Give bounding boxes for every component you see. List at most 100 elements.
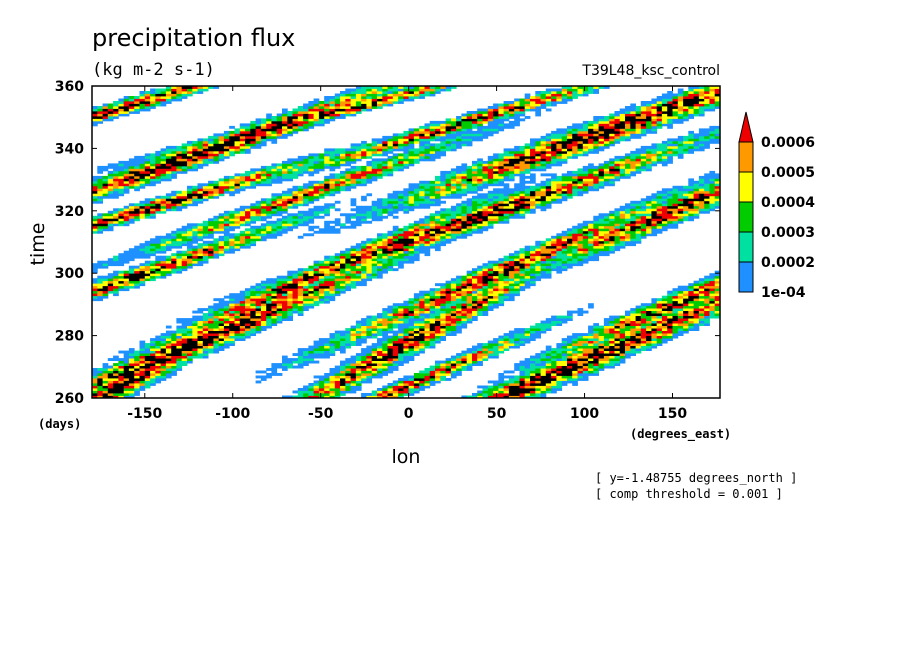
- heatmap-cell: [239, 290, 246, 294]
- heatmap-cell: [683, 315, 689, 319]
- heatmap-cell: [266, 203, 272, 207]
- heatmap-cell: [514, 390, 520, 394]
- heatmap-cell: [387, 355, 394, 359]
- heatmap-cell: [472, 293, 478, 297]
- heatmap-cell: [155, 345, 161, 349]
- heatmap-cell: [514, 335, 520, 339]
- heatmap-cell: [408, 338, 415, 341]
- heatmap-cell: [197, 238, 204, 242]
- heatmap-cell: [355, 360, 362, 364]
- heatmap-cell: [107, 213, 114, 217]
- heatmap-cell: [160, 268, 167, 272]
- heatmap-cell: [150, 253, 156, 257]
- heatmap-cell: [355, 245, 362, 249]
- heatmap-cell: [97, 200, 103, 204]
- heatmap-cell: [450, 290, 457, 294]
- heatmap-cell: [282, 285, 288, 289]
- heatmap-cell: [619, 238, 626, 242]
- heatmap-cell: [461, 360, 468, 364]
- heatmap-cell: [456, 233, 462, 237]
- heatmap-cell: [408, 238, 415, 242]
- heatmap-cell: [493, 265, 499, 269]
- heatmap-cell: [123, 358, 130, 361]
- heatmap-cell: [482, 308, 489, 311]
- heatmap-cell: [139, 353, 146, 356]
- heatmap-cell: [540, 193, 547, 197]
- heatmap-cell: [450, 283, 457, 287]
- heatmap-cell: [577, 308, 584, 311]
- heatmap-cell: [698, 305, 705, 309]
- heatmap-cell: [282, 275, 288, 279]
- heatmap-cell: [350, 203, 357, 207]
- heatmap-cell: [218, 305, 225, 309]
- heatmap-cell: [181, 190, 188, 194]
- heatmap-cell: [234, 313, 241, 316]
- heatmap-cell: [408, 333, 415, 336]
- heatmap-cell: [313, 285, 320, 289]
- heatmap-cell: [134, 253, 140, 257]
- heatmap-cell: [440, 373, 446, 376]
- heatmap-cell: [181, 355, 188, 359]
- heatmap-cell: [540, 328, 547, 331]
- heatmap-cell: [656, 223, 663, 227]
- heatmap-cell: [250, 230, 256, 234]
- heatmap-cell: [334, 280, 341, 284]
- heatmap-cell: [577, 353, 584, 356]
- heatmap-cell: [646, 320, 652, 324]
- heatmap-cell: [540, 270, 547, 274]
- heatmap-cell: [160, 345, 167, 349]
- heatmap-cell: [160, 353, 167, 356]
- heatmap-cell: [429, 200, 436, 204]
- heatmap-cell: [371, 358, 378, 361]
- heatmap-cell: [466, 213, 473, 217]
- heatmap-cell: [698, 318, 705, 321]
- heatmap-cell: [472, 305, 478, 309]
- heatmap-cell: [345, 340, 351, 344]
- heatmap-cell: [429, 300, 436, 304]
- heatmap-cell: [493, 395, 499, 399]
- heatmap-cell: [577, 345, 584, 349]
- heatmap-cell: [698, 208, 705, 212]
- heatmap-cell: [329, 345, 336, 349]
- heatmap-cell: [123, 285, 130, 289]
- heatmap-cell: [223, 243, 230, 247]
- heatmap-cell: [614, 223, 621, 227]
- heatmap-cell: [208, 190, 214, 194]
- heatmap-cell: [350, 363, 357, 366]
- heatmap-cell: [630, 323, 636, 326]
- heatmap-cell: [276, 295, 283, 299]
- heatmap-cell: [234, 335, 241, 339]
- heatmap-cell: [208, 340, 214, 344]
- heatmap-cell: [493, 305, 499, 309]
- heatmap-cell: [171, 340, 177, 344]
- heatmap-cell: [508, 268, 515, 272]
- heatmap-cell: [340, 283, 346, 287]
- heatmap-cell: [456, 310, 462, 314]
- heatmap-cell: [361, 333, 367, 336]
- heatmap-cell: [466, 348, 473, 351]
- heatmap-cell: [366, 323, 373, 326]
- heatmap-cell: [329, 203, 336, 207]
- heatmap-cell: [545, 258, 552, 262]
- heatmap-cell: [355, 268, 362, 272]
- heatmap-cell: [677, 210, 684, 214]
- heatmap-cell: [408, 378, 415, 381]
- heatmap-cell: [677, 220, 684, 224]
- heatmap-cell: [266, 295, 272, 299]
- heatmap-cell: [213, 338, 220, 341]
- heatmap-cell: [540, 268, 547, 272]
- heatmap-cell: [646, 223, 652, 227]
- heatmap-cell: [266, 278, 272, 282]
- heatmap-cell: [387, 353, 394, 356]
- heatmap-cell: [450, 235, 457, 239]
- heatmap-cell: [340, 390, 346, 394]
- heatmap-cell: [572, 333, 578, 336]
- heatmap-cell: [97, 265, 103, 269]
- heatmap-cell: [424, 220, 431, 224]
- heatmap-cell: [487, 350, 494, 354]
- heatmap-cell: [128, 360, 135, 364]
- heatmap-cell: [371, 365, 378, 369]
- heatmap-cell: [672, 290, 679, 294]
- heatmap-cell: [456, 285, 462, 289]
- heatmap-cell: [625, 335, 631, 339]
